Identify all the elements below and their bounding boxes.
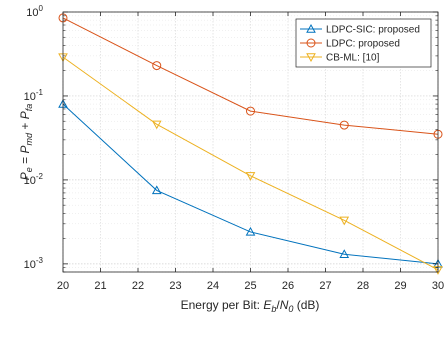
x-tick-label: 28	[357, 280, 369, 292]
y-tick-label: 100	[26, 4, 43, 19]
series-line	[62, 17, 439, 135]
legend-label: CB-ML: [10]	[326, 53, 380, 64]
x-tick-label: 22	[132, 280, 144, 292]
data-point-circle	[246, 106, 255, 116]
series-line	[62, 56, 439, 271]
legend-label: LDPC-SIC: proposed	[326, 25, 420, 36]
data-point-circle	[306, 38, 316, 48]
data-point-triangle-up	[245, 226, 256, 236]
data-point-triangle-up	[339, 249, 350, 258]
legend-label: LDPC: proposed	[326, 39, 400, 50]
data-point-triangle-down	[245, 172, 256, 181]
x-tick-label: 23	[169, 280, 181, 292]
data-point-circle	[339, 120, 349, 130]
data-point-circle	[152, 61, 162, 71]
data-point-triangle-down	[151, 120, 162, 130]
ticks	[62, 11, 439, 273]
x-axis-label: Energy per Bit: Eb/N0 (dB)	[181, 298, 320, 314]
data-point-triangle-up	[151, 185, 162, 195]
y-tick-labels: 100 10-1 10-2 10-3	[24, 4, 44, 271]
x-tick-label: 21	[94, 280, 106, 292]
legend: LDPC-SIC: proposed LDPC: proposed CB-ML: […	[295, 18, 432, 68]
data-point-triangle-up	[306, 23, 316, 33]
x-tick-label: 27	[319, 280, 331, 292]
x-tick-label: 24	[207, 280, 219, 292]
x-tick-labels: 20 21 22 23 24 25 26 27 28 29 30	[57, 280, 444, 292]
y-tick-label: 10-3	[24, 256, 44, 271]
x-tick-label: 30	[432, 280, 444, 292]
y-tick-label: 10-1	[24, 88, 44, 103]
y-tick-label: 10-2	[24, 172, 44, 187]
data-point-triangle-down	[306, 53, 316, 63]
x-tick-label: 29	[394, 280, 406, 292]
x-tick-label: 26	[282, 280, 294, 292]
y-axis-label: Pe = Pmd + Pfa	[18, 104, 34, 180]
x-tick-label: 25	[244, 280, 256, 292]
data-point-triangle-down	[339, 216, 350, 226]
series-line	[62, 103, 439, 265]
x-tick-label: 20	[57, 280, 69, 292]
